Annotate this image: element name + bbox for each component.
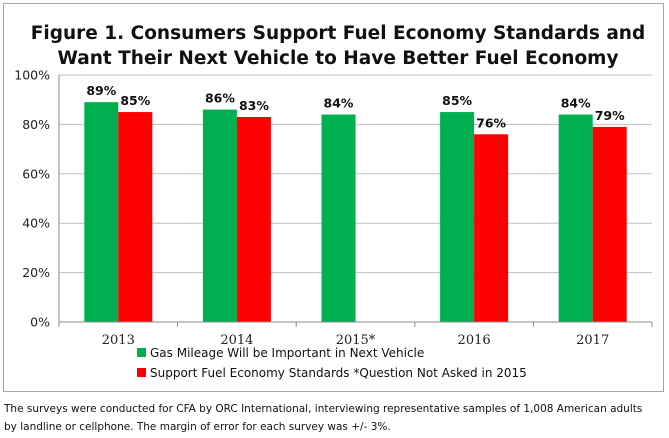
bar-gas-mileage [321,114,356,323]
data-label: 86% [205,91,235,106]
x-tick-label: 2017 [576,333,609,348]
data-label: 85% [442,93,472,108]
bar-support-standards [236,116,271,323]
bars: 89% 85% 86% 83% 84% 85% 76% 84% 79% [84,83,627,323]
x-tick-label: 2015* [336,333,376,348]
data-label: 85% [120,93,150,108]
x-tick-label: 2013 [102,333,135,348]
bar-gas-mileage [440,112,475,322]
legend-label: Support Fuel Economy Standards *Question… [150,366,527,380]
data-label: 83% [239,98,269,113]
bar-gas-mileage [84,102,119,322]
y-axis: 0% 20% 40% 60% 80% 100% [14,68,60,330]
x-tick-label: 2016 [458,333,491,348]
y-tick-label: 0% [30,315,50,330]
caption: The surveys were conducted for CFA by OR… [4,400,666,436]
bar-support-standards [118,112,153,322]
y-tick-label: 100% [14,68,50,83]
y-tick-label: 60% [22,166,50,181]
legend-label: Gas Mileage Will be Important in Next Ve… [150,346,424,360]
bar-gas-mileage [558,114,593,323]
data-label: 84% [561,96,591,111]
bar-chart: Figure 1. Consumers Support Fuel Economy… [14,23,653,380]
bar-support-standards [592,126,627,323]
legend: Gas Mileage Will be Important in Next Ve… [137,346,527,380]
chart-container: Figure 1. Consumers Support Fuel Economy… [3,3,664,392]
data-label: 84% [324,96,354,111]
bar-gas-mileage [202,109,237,322]
data-label: 89% [86,83,116,98]
data-label: 79% [595,108,625,123]
data-label: 76% [476,115,506,130]
x-axis: 2013 2014 2015* 2016 2017 [58,321,653,348]
caption-line-2: by landline or cellphone. The margin of … [4,421,391,433]
chart-title-line-2: Want Their Next Vehicle to Have Better F… [57,48,618,69]
y-tick-label: 80% [22,117,50,132]
legend-swatch-support-standards [137,368,146,377]
bar-support-standards [474,134,509,322]
y-tick-label: 40% [22,216,50,231]
legend-swatch-gas-mileage [137,348,146,357]
y-tick-label: 20% [22,265,50,280]
caption-line-1: The surveys were conducted for CFA by OR… [4,403,643,415]
x-tick-label: 2014 [220,333,253,348]
chart-title-line-1: Figure 1. Consumers Support Fuel Economy… [31,23,645,44]
